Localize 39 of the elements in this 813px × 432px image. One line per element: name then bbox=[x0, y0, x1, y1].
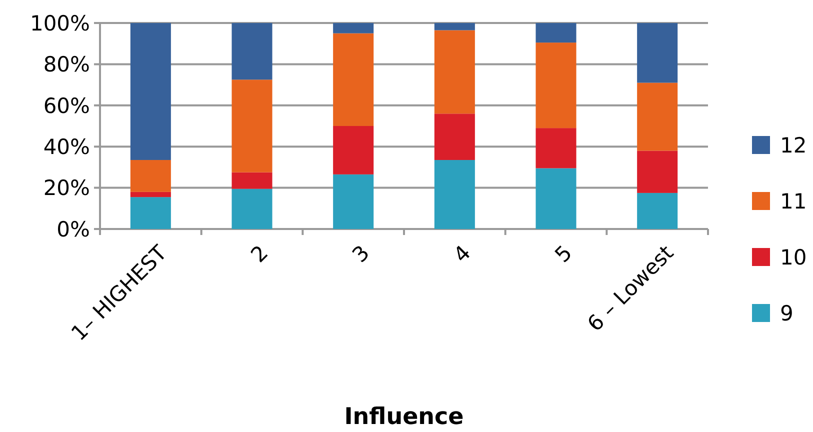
bar bbox=[232, 80, 272, 172]
x-tick-label: 5 bbox=[550, 240, 577, 268]
bar bbox=[232, 172, 272, 189]
bar bbox=[434, 160, 475, 229]
bar bbox=[130, 160, 171, 192]
bar bbox=[434, 30, 475, 114]
y-tick-label: 60% bbox=[43, 94, 90, 118]
legend-label: 9 bbox=[780, 301, 794, 326]
bar bbox=[333, 126, 374, 174]
bar bbox=[637, 192, 678, 229]
x-tick-label: 4 bbox=[448, 240, 476, 268]
bar bbox=[536, 168, 576, 229]
bar bbox=[434, 23, 475, 30]
bar bbox=[333, 33, 374, 126]
bar bbox=[637, 150, 678, 193]
y-tick-label: 80% bbox=[43, 52, 90, 77]
legend-label: 12 bbox=[780, 133, 807, 158]
bar bbox=[434, 114, 475, 160]
bar bbox=[232, 23, 272, 80]
bar bbox=[637, 82, 678, 151]
legend-label: 11 bbox=[780, 189, 807, 214]
bar bbox=[232, 188, 272, 229]
x-tick-label: 2 bbox=[246, 240, 273, 268]
bar bbox=[130, 192, 171, 198]
bar bbox=[536, 23, 576, 43]
bar bbox=[130, 197, 171, 229]
bar bbox=[637, 23, 678, 83]
y-tick-label: 20% bbox=[43, 176, 90, 200]
bar bbox=[333, 174, 374, 229]
bar bbox=[536, 128, 576, 168]
x-tick-label: 3 bbox=[348, 240, 374, 268]
bar bbox=[333, 23, 374, 34]
x-axis-title: Influence bbox=[344, 404, 464, 430]
y-tick-label: 40% bbox=[43, 134, 90, 159]
bar bbox=[130, 23, 171, 160]
y-tick-label: 0% bbox=[56, 217, 90, 242]
y-tick-label: 100% bbox=[30, 11, 90, 36]
bar bbox=[536, 42, 576, 128]
legend-label: 10 bbox=[780, 245, 807, 270]
